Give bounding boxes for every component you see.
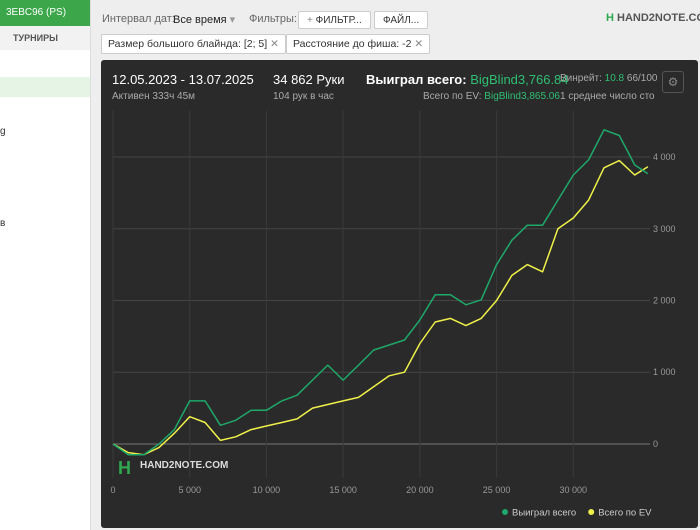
y-tick-label: 1 000 — [653, 367, 676, 377]
ev: Всего по EV: BigBlind3,865.06 — [423, 91, 560, 102]
x-tick-label: 5 000 — [178, 485, 201, 495]
legend-marker — [588, 509, 595, 515]
sidebar: 3EBC96 (PS) ТУРНИРЫ g в — [0, 0, 91, 530]
won: Выиграл всего: BigBlind3,766.84 — [366, 72, 569, 87]
legend-marker — [502, 509, 508, 515]
row-text: g — [0, 126, 6, 137]
period: 12.05.2023 - 13.07.2025 — [112, 72, 254, 87]
label: Винрейт: — [560, 73, 602, 84]
legend-label: Выиграл всего — [512, 508, 576, 519]
note: 1 среднее число сто — [560, 91, 655, 102]
x-tick-label: 25 000 — [483, 485, 511, 495]
file-button[interactable]: ФАЙЛ... — [374, 11, 429, 29]
value: 10.8 — [604, 73, 625, 84]
button-text: ФИЛЬТР... — [315, 15, 362, 26]
row-text: в — [0, 218, 6, 229]
legend-label: Всего по EV — [598, 508, 652, 519]
unit: 66/100 — [626, 73, 658, 84]
y-tick-label: 4 000 — [653, 152, 676, 162]
label: Всего по EV: — [423, 91, 482, 102]
series-line — [112, 159, 649, 456]
y-tick-label: 0 — [653, 439, 658, 449]
x-tick-label: 10 000 — [253, 485, 281, 495]
watermark-logo: H — [118, 458, 131, 478]
label: Выиграл всего: — [366, 72, 467, 87]
logo-text: HAND2NOTE.COM — [617, 12, 700, 24]
filter-chip[interactable]: Расстояние до фиша: -2 ✕ — [286, 34, 431, 54]
active: Активен 333ч 45м — [112, 91, 196, 102]
x-tick-label: 30 000 — [560, 485, 588, 495]
series-line — [112, 129, 649, 456]
value: BigBlind3,766.84 — [470, 72, 569, 87]
value: Все время — [173, 14, 227, 26]
logo: H HAND2NOTE.COM — [606, 12, 700, 24]
y-tick-label: 3 000 — [653, 224, 676, 234]
filter-chip[interactable]: Размер большого блайнда: [2; 5] ✕ — [101, 34, 286, 54]
account-selector[interactable]: 3EBC96 (PS) — [0, 0, 90, 26]
label: Фильтры: — [249, 13, 297, 25]
chip-text: Размер большого блайнда: [2; 5] — [108, 38, 268, 50]
watermark: HAND2NOTE.COM — [140, 460, 228, 471]
y-tick-label: 2 000 — [653, 296, 676, 306]
chart-panel: 12.05.2023 - 13.07.2025 Активен 333ч 45м… — [101, 60, 698, 528]
x-tick-label: 0 — [110, 485, 115, 495]
x-tick-label: 15 000 — [329, 485, 357, 495]
settings-button[interactable]: ⚙ — [662, 71, 684, 93]
label: Интервал дат: — [102, 13, 175, 25]
selected-row — [0, 77, 90, 97]
rate: 104 рук в час — [273, 91, 334, 102]
value: BigBlind3,865.06 — [484, 91, 560, 102]
date-select[interactable]: Все время ▾ — [173, 14, 236, 26]
filter-button[interactable]: + ФИЛЬТР... — [298, 11, 371, 29]
winrate: Винрейт: 10.8 66/100 — [560, 73, 657, 84]
chip-text: Расстояние до фиша: -2 — [293, 38, 412, 50]
tab[interactable]: ТУРНИРЫ — [0, 26, 90, 50]
x-tick-label: 20 000 — [406, 485, 434, 495]
hands: 34 862 Руки — [273, 72, 345, 87]
